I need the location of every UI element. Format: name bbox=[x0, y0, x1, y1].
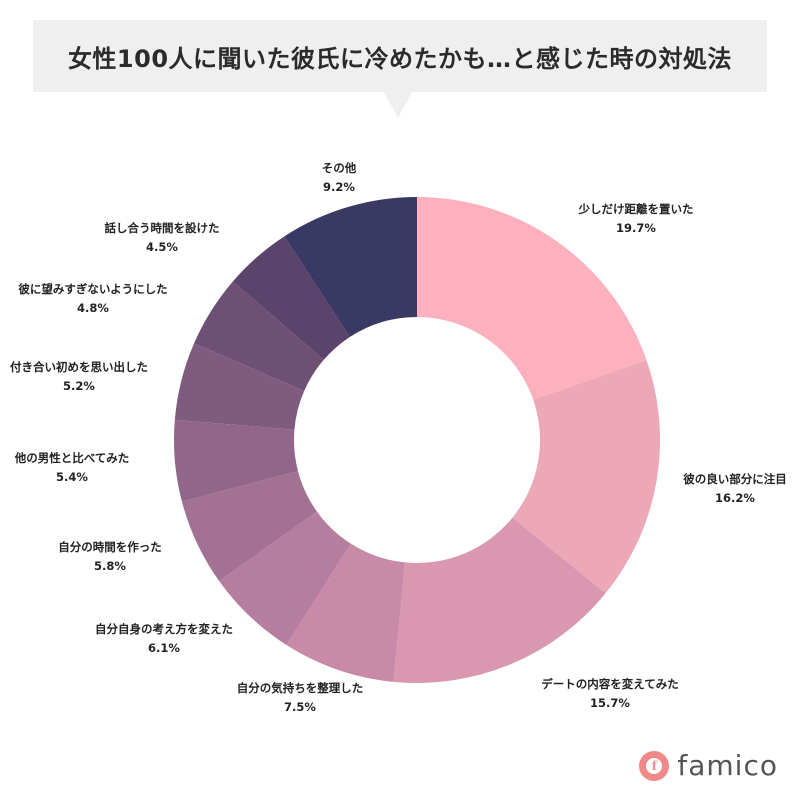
slice-value-4: 7.5% bbox=[284, 700, 316, 714]
slice-label-7: 他の男性と比べてみた bbox=[14, 451, 130, 465]
donut-slice-7 bbox=[173, 419, 299, 502]
slice-label-4: 自分の気持ちを整理した bbox=[237, 681, 364, 695]
slice-label-5: 自分自身の考え方を変えた bbox=[95, 622, 233, 636]
slice-value-10: 4.5% bbox=[146, 240, 178, 254]
slice-value-1: 19.7% bbox=[616, 221, 656, 235]
donut-slice-8 bbox=[174, 343, 305, 430]
slice-value-7: 5.4% bbox=[56, 470, 88, 484]
title-banner-pointer bbox=[384, 92, 412, 118]
slice-value-3: 15.7% bbox=[590, 696, 630, 710]
title-banner: 女性100人に聞いた彼氏に冷めたかも…と感じた時の対処法 bbox=[33, 20, 767, 92]
donut-slice-11 bbox=[284, 197, 417, 337]
slice-label-3: デートの内容を変えてみた bbox=[541, 677, 678, 691]
famico-logo-icon: f bbox=[639, 750, 670, 781]
slice-label-10: 話し合う時間を設けた bbox=[105, 221, 220, 235]
slice-label-8: 付き合い初めを思い出した bbox=[10, 360, 148, 374]
donut-slice-10 bbox=[232, 236, 350, 360]
famico-logo-text: famico bbox=[677, 749, 778, 782]
slice-label-2: 彼の良い部分に注目 bbox=[683, 472, 787, 486]
slice-value-6: 5.8% bbox=[94, 559, 126, 573]
chart-title: 女性100人に聞いた彼氏に冷めたかも…と感じた時の対処法 bbox=[67, 44, 733, 73]
slice-value-5: 6.1% bbox=[148, 641, 180, 655]
slice-value-2: 16.2% bbox=[715, 491, 755, 505]
slice-label-9: 彼に望みすぎないようにした bbox=[18, 282, 167, 296]
slice-label-1: 少しだけ距離を置いた bbox=[578, 202, 694, 216]
donut-slice-4 bbox=[286, 543, 406, 682]
donut-slice-3 bbox=[393, 517, 606, 683]
slice-value-11: 9.2% bbox=[323, 180, 355, 194]
donut-slice-6 bbox=[181, 471, 317, 582]
donut-slice-1 bbox=[417, 197, 647, 400]
slice-label-11: その他 bbox=[322, 161, 357, 175]
famico-logo: f famico bbox=[639, 749, 778, 782]
slice-value-9: 4.8% bbox=[77, 301, 109, 315]
slice-value-8: 5.2% bbox=[63, 379, 95, 393]
donut-slice-5 bbox=[219, 511, 351, 645]
donut-slice-9 bbox=[194, 281, 324, 392]
donut-slice-2 bbox=[512, 360, 660, 594]
slice-label-6: 自分の時間を作った bbox=[58, 540, 162, 554]
